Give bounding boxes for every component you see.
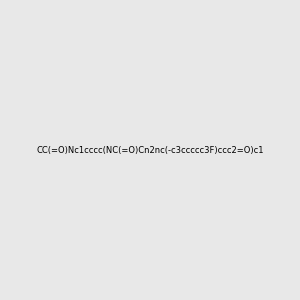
- Text: CC(=O)Nc1cccc(NC(=O)Cn2nc(-c3ccccc3F)ccc2=O)c1: CC(=O)Nc1cccc(NC(=O)Cn2nc(-c3ccccc3F)ccc…: [36, 146, 264, 154]
